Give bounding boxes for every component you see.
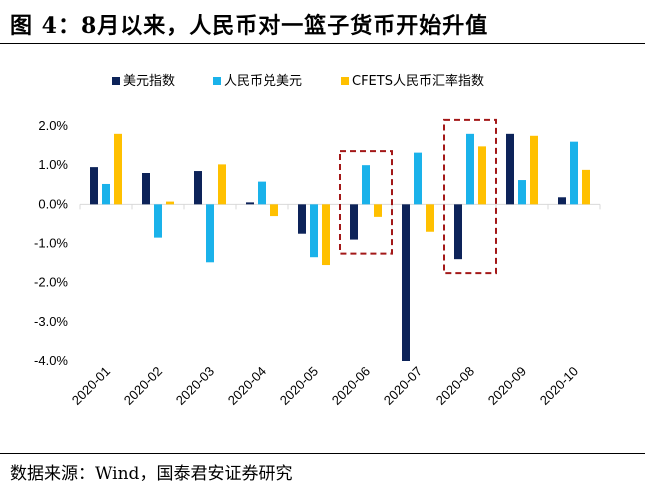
y-tick-label: 1.0% bbox=[38, 157, 68, 172]
bar-series-3-2020-01 bbox=[114, 133, 122, 205]
bar-series-3-2020-05 bbox=[322, 204, 330, 266]
y-tick-label: 2.0% bbox=[38, 118, 68, 133]
y-tick-label: -2.0% bbox=[34, 275, 68, 290]
x-tick-label: 2020-07 bbox=[381, 364, 425, 408]
legend-swatch bbox=[213, 77, 221, 85]
bar-series-1-2020-09 bbox=[506, 133, 514, 205]
legend-label: CFETS人民币汇率指数 bbox=[352, 73, 484, 89]
x-tick-label: 2020-03 bbox=[173, 364, 217, 408]
bar-series-3-2020-02 bbox=[166, 201, 174, 205]
y-tick-label: 0.0% bbox=[38, 196, 68, 211]
x-tick-label: 2020-05 bbox=[277, 364, 321, 408]
figure-title: 图 4：8月以来，人民币对一篮子货币开始升值 bbox=[10, 13, 489, 39]
x-tick-label: 2020-09 bbox=[485, 364, 529, 408]
y-tick-label: -1.0% bbox=[34, 236, 68, 251]
source-rule bbox=[0, 453, 645, 454]
x-axis: 2020-01 2020-02 2020-03 2020-04 2020-05 2020-… bbox=[69, 203, 601, 408]
bar-series-2-2020-08 bbox=[466, 133, 474, 205]
bar-series-2-2020-09 bbox=[518, 180, 526, 205]
bar-series-3-2020-04 bbox=[270, 204, 278, 217]
bar-series-1-2020-05 bbox=[298, 204, 306, 234]
bar-series-2-2020-01 bbox=[102, 183, 110, 205]
bar-series-1-2020-02 bbox=[142, 173, 150, 205]
legend-swatch bbox=[341, 77, 349, 85]
bar-series-2-2020-10 bbox=[570, 141, 578, 205]
bars bbox=[90, 133, 590, 361]
y-tick-label: -4.0% bbox=[34, 353, 68, 368]
x-tick-label: 2020-01 bbox=[69, 364, 113, 408]
x-tick-label: 2020-08 bbox=[433, 364, 477, 408]
bar-series-2-2020-03 bbox=[206, 204, 214, 263]
x-tick-label: 2020-10 bbox=[537, 364, 581, 408]
y-axis: 2.0% 1.0% 0.0% -1.0% -2.0% -3.0% -4.0% bbox=[34, 118, 68, 368]
legend-swatch bbox=[112, 77, 120, 85]
bar-series-1-2020-10 bbox=[558, 197, 566, 205]
legend: 美元指数 人民币兑美元 CFETS人民币汇率指数 bbox=[112, 73, 484, 89]
bar-series-1-2020-03 bbox=[194, 171, 202, 205]
highlight-boxes bbox=[339, 118, 497, 275]
highlight-box-2020-06 bbox=[339, 150, 393, 255]
bar-series-2-2020-02 bbox=[154, 204, 162, 238]
highlight-box-2020-08 bbox=[443, 118, 497, 275]
bar-series-3-2020-10 bbox=[582, 169, 590, 205]
bar-series-1-2020-04 bbox=[246, 202, 254, 205]
bar-series-3-2020-06 bbox=[374, 204, 382, 217]
source-note: 数据来源：Wind，国泰君安证券研究 bbox=[10, 464, 293, 484]
bar-series-2-2020-06 bbox=[362, 165, 370, 205]
bar-series-1-2020-06 bbox=[350, 204, 358, 240]
legend-label: 人民币兑美元 bbox=[224, 74, 302, 89]
x-tick-label: 2020-04 bbox=[225, 364, 269, 408]
bar-series-2-2020-04 bbox=[258, 181, 266, 205]
y-tick-label: -3.0% bbox=[34, 314, 68, 329]
bar-series-3-2020-03 bbox=[218, 164, 226, 205]
x-tick-label: 2020-02 bbox=[121, 364, 165, 408]
bar-series-2-2020-05 bbox=[310, 204, 318, 258]
bar-series-3-2020-09 bbox=[530, 135, 538, 205]
bar-series-2-2020-07 bbox=[414, 152, 422, 205]
bar-series-1-2020-08 bbox=[454, 204, 462, 260]
legend-label: 美元指数 bbox=[123, 74, 175, 89]
bar-series-3-2020-08 bbox=[478, 146, 486, 205]
bar-series-1-2020-07 bbox=[402, 204, 410, 361]
bar-series-1-2020-01 bbox=[90, 167, 98, 205]
title-rule bbox=[0, 43, 645, 44]
bar-series-3-2020-07 bbox=[426, 204, 434, 232]
x-tick-label: 2020-06 bbox=[329, 364, 373, 408]
